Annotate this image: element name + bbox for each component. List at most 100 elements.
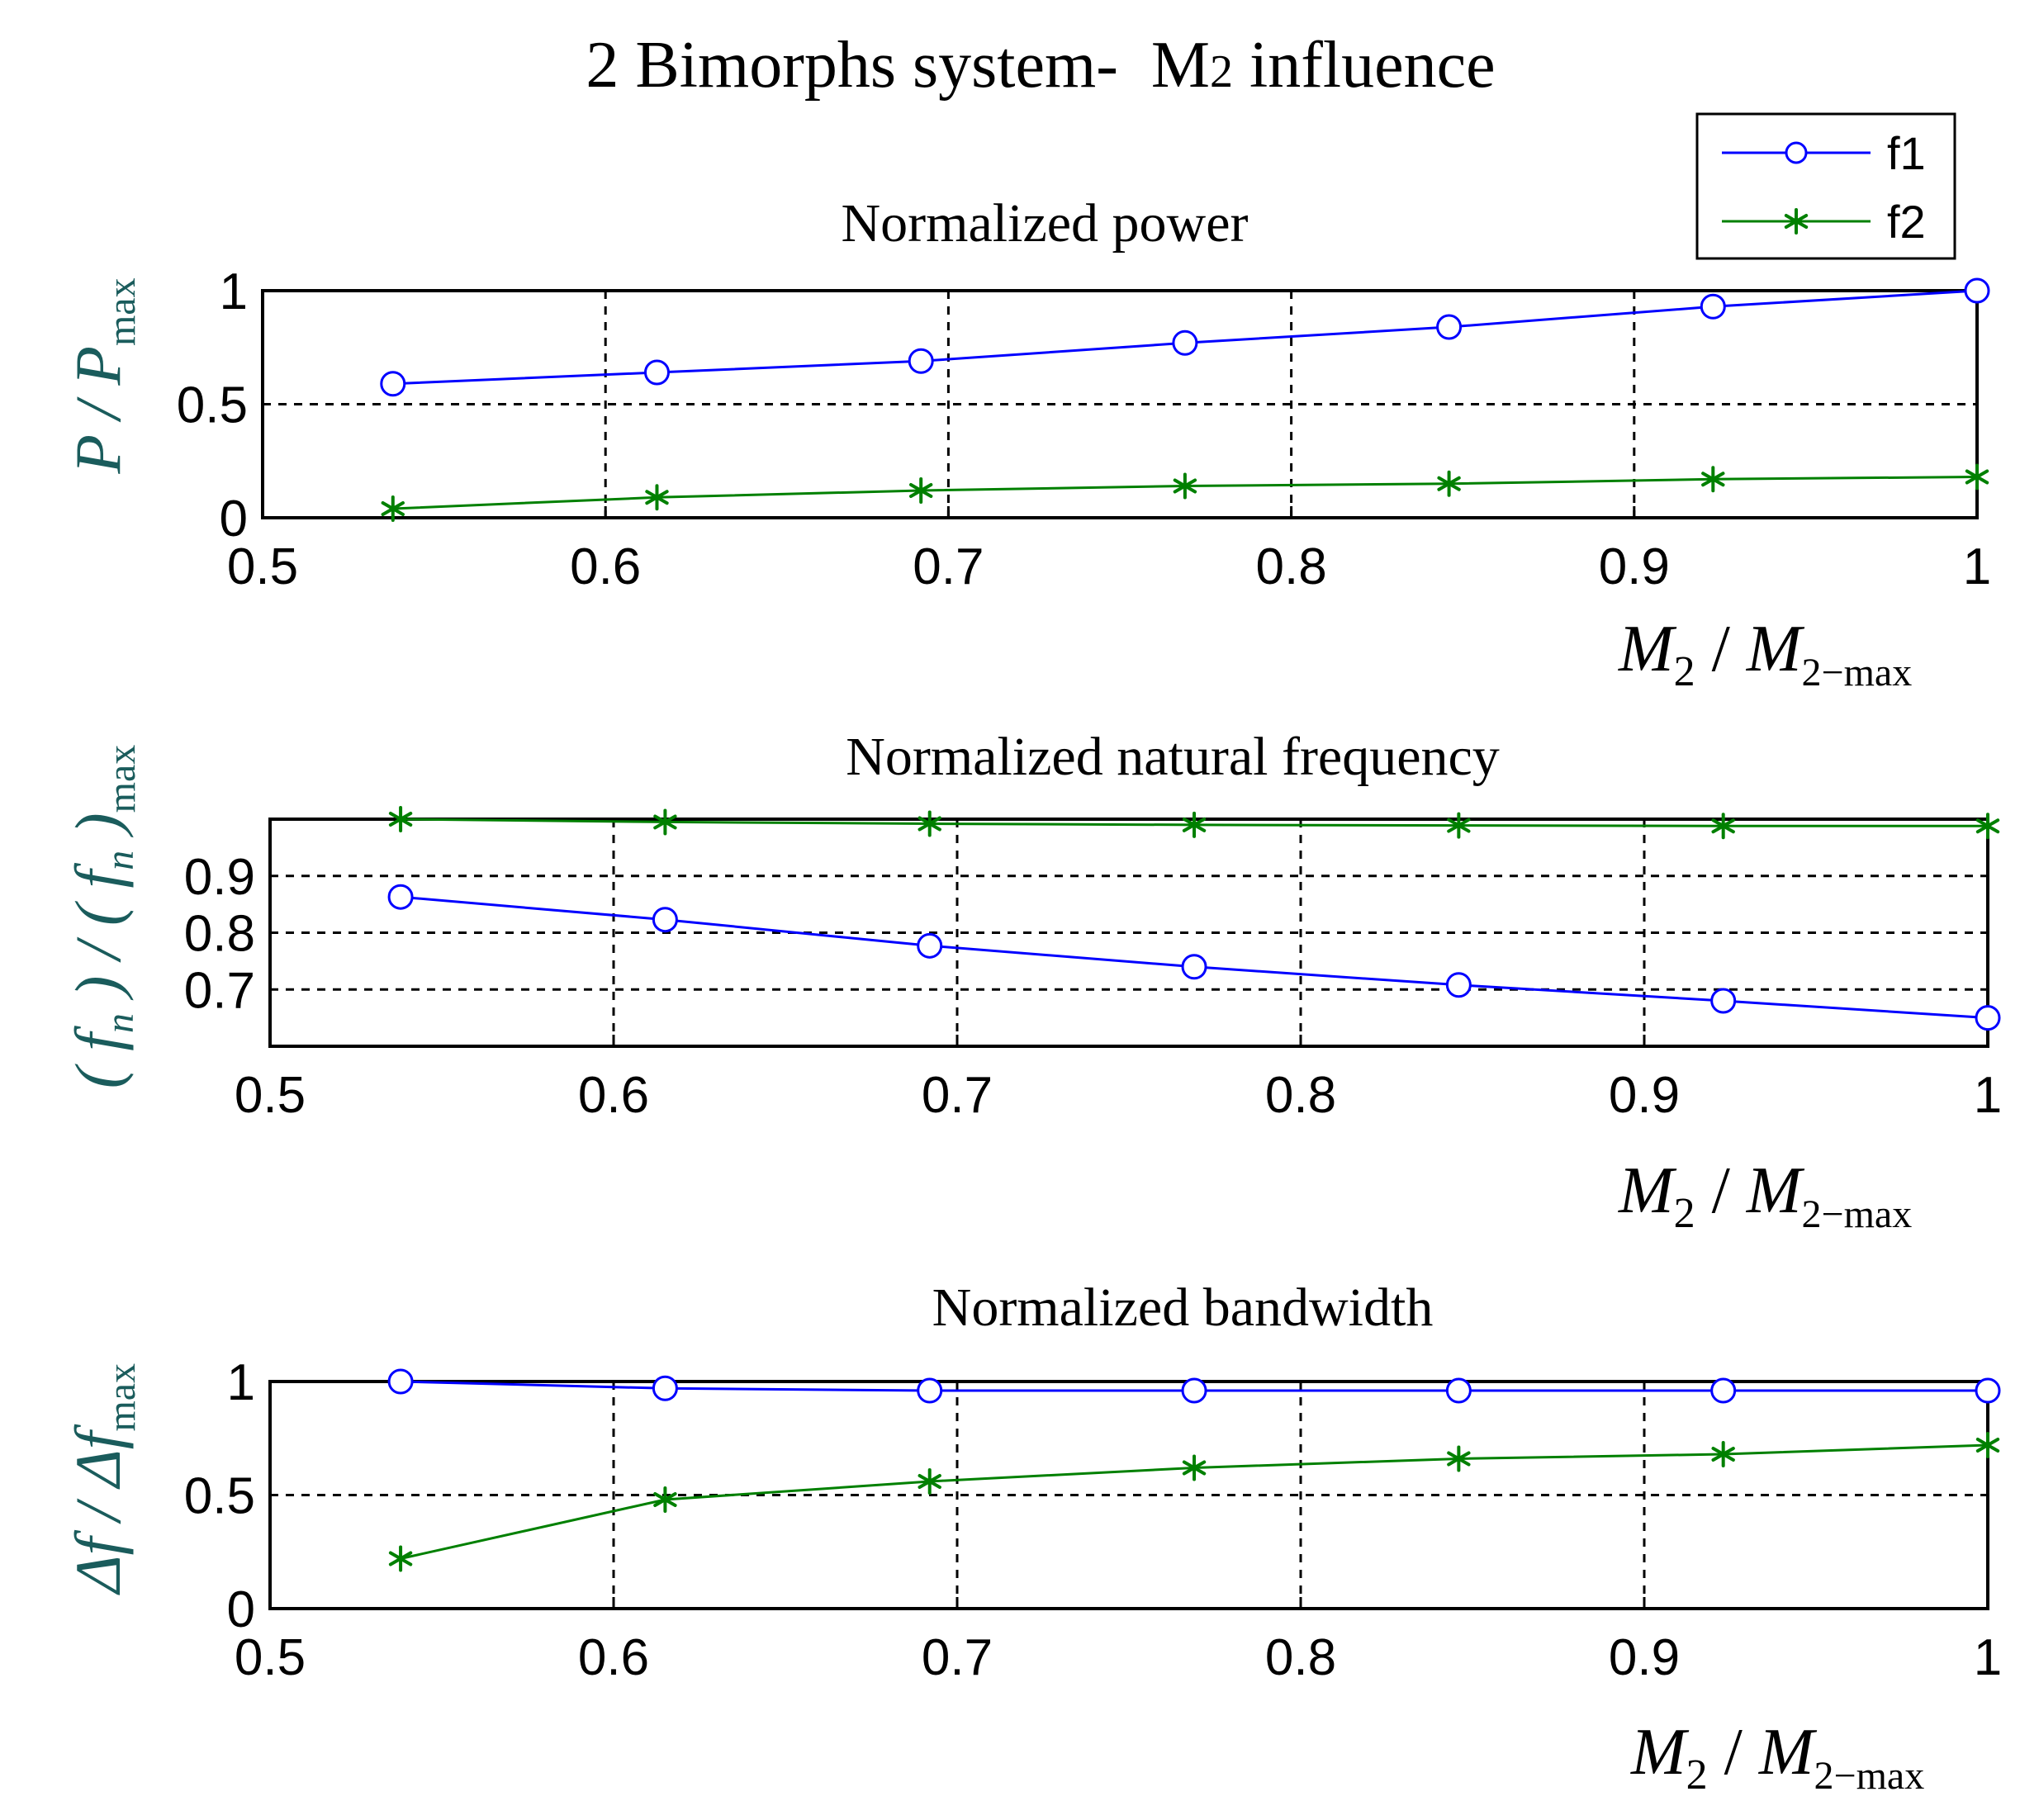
panel-bandwidth-f2-point — [918, 1468, 941, 1495]
panel-frequency-xtick-label: 1 — [1974, 1067, 2002, 1124]
figure-title-main: 2 Bimorphs system- — [586, 29, 1117, 102]
panel-frequency-xtick-label: 0.9 — [1609, 1067, 1680, 1124]
panel-frequency-ytick-label: 0.8 — [184, 906, 255, 963]
panel-bandwidth-xtick-label: 0.7 — [922, 1629, 993, 1686]
panel-power-xticks: 0.5 0.6 0.7 0.8 0.9 1 — [227, 538, 1991, 595]
panel-frequency-f2-point — [388, 806, 413, 832]
legend-f2-star-stroke-b — [1784, 214, 1809, 229]
panel-bandwidth-f1-point — [1710, 1377, 1737, 1404]
panel-frequency-f2-point — [1711, 813, 1735, 840]
panel-power-f2-point-stroke-b — [381, 501, 405, 516]
panel-power-xtick-label: 1 — [1963, 538, 1991, 595]
ylabel-n2: n — [98, 851, 142, 870]
panel-frequency-xticks: 0.5 0.6 0.7 0.8 0.9 1 — [235, 1067, 2002, 1124]
panel-power-xlabel-sub1: 2 — [1674, 648, 1695, 695]
panel-power-title: Normalized power — [842, 193, 1249, 254]
panel-frequency-f1-point — [1445, 972, 1472, 998]
panel-power-f2-point-stroke-b — [1965, 469, 1989, 485]
panel-power-f1-point — [908, 348, 934, 374]
panel-bandwidth-f2-point-stroke-b — [388, 1551, 413, 1566]
legend-f2-star — [1784, 208, 1809, 235]
panel-bandwidth-xticks: 0.5 0.6 0.7 0.8 0.9 1 — [235, 1629, 2002, 1686]
panel-frequency-f2-point-stroke-b — [653, 814, 677, 830]
panel-bandwidth-xlabel-m2: M — [1758, 1716, 1818, 1789]
panel-bandwidth-ylabel-text: Δf / Δfmax — [62, 1363, 144, 1595]
panel-frequency-xlabel-m2: M — [1746, 1154, 1805, 1227]
panel-bandwidth-f2-point — [653, 1486, 677, 1513]
panel-bandwidth-series — [387, 1368, 2001, 1572]
panel-frequency-xlabel-text: M2 / M2−max — [1618, 1154, 1912, 1237]
ylabel-fn2: ) / ( f — [62, 863, 134, 1014]
panel-frequency-xtick-label: 0.7 — [922, 1067, 993, 1124]
panel-power-ytick-label: 0 — [220, 491, 248, 547]
ylabel-df: Δf / Δf — [62, 1424, 134, 1595]
panel-bandwidth-xtick-label: 0.5 — [235, 1629, 306, 1686]
panel-power-f1-point — [1436, 314, 1463, 340]
panel-power-f2-point-stroke-b — [645, 490, 669, 505]
panel-frequency-ytick-label: 0.9 — [184, 849, 255, 906]
panel-frequency-xtick-label: 0.8 — [1265, 1067, 1336, 1124]
panel-bandwidth-f1-point — [1181, 1377, 1207, 1404]
panel-frequency-f2-point — [653, 808, 677, 836]
panel-power-f2-point — [1437, 470, 1461, 497]
panel-power-f2-point-stroke-b — [1173, 478, 1197, 494]
legend-f2-label: f2 — [1887, 196, 1926, 248]
panel-power-f2-point — [909, 477, 933, 504]
panel-frequency-f2-point-stroke-b — [918, 816, 941, 832]
panel-power-xtick-label: 0.9 — [1599, 538, 1670, 595]
panel-power-xtick-label: 0.5 — [227, 538, 298, 595]
panel-frequency-yticks: 0.70.80.9 — [184, 849, 255, 1020]
panel-power-f1-point — [380, 371, 406, 397]
panel-frequency-f1-point — [917, 932, 943, 959]
panel-frequency: Normalized natural frequency 0.5 0.6 0.7 0.… — [62, 727, 2002, 1237]
panel-power-series — [380, 277, 1990, 522]
panel-bandwidth-f2-point-stroke-b — [1447, 1451, 1471, 1467]
panel-frequency-xtick-label: 0.6 — [578, 1067, 649, 1124]
figure-title: 2 Bimorphs system- M2 influence — [586, 29, 1495, 102]
panel-bandwidth-ytick-label: 0 — [227, 1581, 255, 1638]
panel-frequency-series — [387, 806, 2001, 1031]
panel-bandwidth-title: Normalized bandwidth — [932, 1277, 1434, 1338]
panel-power-f2-point — [1701, 466, 1725, 493]
panel-bandwidth-f2-point-stroke-b — [918, 1474, 941, 1489]
panel-power-f1-point — [1172, 329, 1198, 356]
panel-bandwidth-xtick-label: 1 — [1974, 1629, 2002, 1686]
panel-bandwidth-f2-point-stroke-b — [1711, 1447, 1735, 1462]
panel-bandwidth-f1-point — [1445, 1377, 1472, 1404]
panel-bandwidth-ytick-label: 1 — [227, 1354, 255, 1411]
panel-frequency-xtick-label: 0.5 — [235, 1067, 306, 1124]
panel-frequency-xlabel-sub2: 2−max — [1802, 1192, 1913, 1236]
panel-bandwidth-f2-point-stroke-b — [1182, 1460, 1207, 1476]
panel-power-f2-point — [381, 495, 405, 522]
panel-frequency-f2-point-stroke-b — [1182, 817, 1207, 832]
panel-power-ylabel: P / Pmax — [62, 277, 144, 474]
panel-power-f1-point — [643, 359, 670, 386]
panel-power-xlabel: M2 / M2−max — [1618, 613, 1912, 695]
panel-power-xlabel-slash: / — [1695, 613, 1747, 685]
panel-power-xlabel-m: M — [1618, 613, 1677, 685]
legend-f2-marker — [1784, 208, 1809, 235]
panel-bandwidth-xtick-label: 0.8 — [1265, 1629, 1336, 1686]
panel-bandwidth-ytick-label: 0.5 — [184, 1468, 255, 1525]
panel-frequency-f1-point — [1181, 954, 1207, 980]
legend-f1-label: f1 — [1887, 127, 1926, 179]
panel-frequency-f2-point-stroke-b — [1711, 818, 1735, 834]
panel-bandwidth-f2-point — [388, 1545, 413, 1572]
panel-frequency-grid — [268, 818, 1989, 1048]
legend: f1 f2 — [1695, 112, 1956, 260]
panel-bandwidth-f1-point — [652, 1375, 678, 1401]
panel-power-xlabel-sub2: 2−max — [1802, 651, 1913, 694]
panel-frequency-ytick-label: 0.7 — [184, 962, 255, 1019]
panel-power-xtick-label: 0.7 — [913, 538, 984, 595]
ylabel-n1: n — [98, 1013, 142, 1033]
panel-bandwidth-f2-point — [1182, 1454, 1207, 1481]
panel-frequency-xlabel-sub1: 2 — [1674, 1190, 1695, 1237]
panel-power-yticks: 00.51 — [177, 263, 248, 547]
panel-frequency-xlabel-slash: / — [1695, 1154, 1747, 1227]
panel-power-f2-point-stroke-b — [909, 483, 933, 498]
panel-bandwidth-f2-point — [1975, 1432, 2000, 1458]
panel-frequency-f2-point-stroke-b — [1975, 818, 2000, 834]
panel-power-f1-point — [1964, 277, 1990, 304]
panel-frequency-f2-point — [1975, 813, 2000, 840]
panel-bandwidth-f1-point — [1975, 1377, 2001, 1404]
